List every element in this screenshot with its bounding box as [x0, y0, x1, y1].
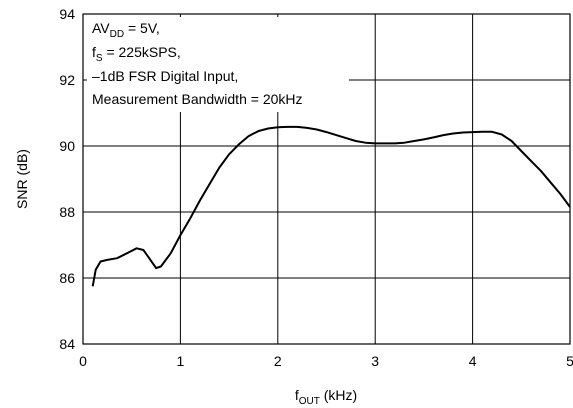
x-tick-label-3: 3	[371, 353, 379, 369]
annotation-fs: fS = 225kSPS,	[92, 44, 181, 64]
y-tick-label-92: 92	[59, 72, 75, 88]
y-axis-label: SNR (dB)	[14, 149, 30, 209]
x-tick-label-2: 2	[274, 353, 282, 369]
y-tick-label-84: 84	[59, 336, 75, 352]
annotation-bandwidth: Measurement Bandwidth = 20kHz	[92, 91, 303, 107]
x-tick-labels: 0 1 2 3 4 5	[79, 353, 573, 369]
y-tick-labels: 84 86 88 90 92 94	[59, 6, 75, 352]
y-tick-label-86: 86	[59, 270, 75, 286]
x-tick-label-1: 1	[177, 353, 185, 369]
y-tick-label-94: 94	[59, 6, 75, 22]
x-axis-label: fOUT (kHz)	[295, 387, 357, 407]
annotation-background	[87, 17, 349, 112]
plot-frame	[82, 13, 571, 345]
y-tick-label-90: 90	[59, 138, 75, 154]
x-tick-label-0: 0	[79, 353, 87, 369]
x-tick-label-4: 4	[469, 353, 477, 369]
annotation-avdd: AVDD = 5V,	[92, 20, 160, 40]
x-tick-label-5: 5	[566, 353, 573, 369]
snr-series-line	[91, 125, 571, 287]
annotation-input: –1dB FSR Digital Input,	[92, 68, 238, 84]
annotation-box: AVDD = 5V, fS = 225kSPS, –1dB FSR Digita…	[87, 17, 349, 112]
y-tick-label-88: 88	[59, 204, 75, 220]
